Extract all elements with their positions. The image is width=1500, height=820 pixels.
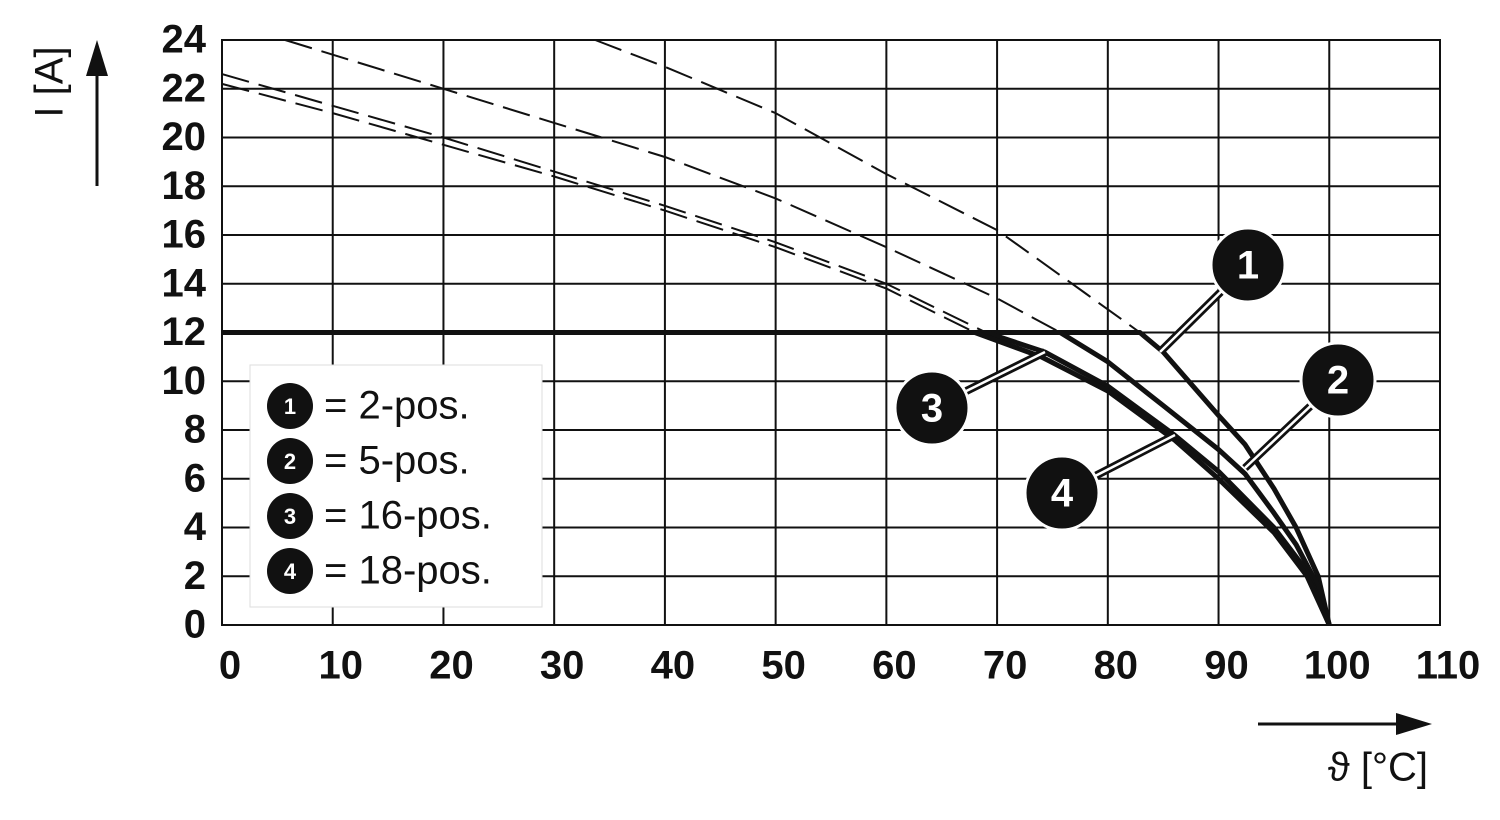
legend-label: 1 [284, 394, 296, 419]
y-axis-title: I [A] [28, 46, 72, 117]
y-tick-label: 20 [162, 115, 207, 159]
callout-badge [1299, 341, 1377, 419]
dashed-line [221, 82, 976, 334]
x-tick-label: 80 [1094, 644, 1139, 688]
series-line [222, 330, 1332, 626]
dashed-line [594, 39, 1141, 334]
series-line [222, 330, 1332, 626]
y-tick-label: 8 [184, 408, 206, 452]
y-tick-label: 14 [162, 261, 207, 305]
y-axis-title-group: I [A] [28, 40, 108, 186]
dashed-line [221, 73, 987, 334]
callout-label: 4 [1051, 472, 1074, 516]
legend-text: = 18-pos. [324, 549, 492, 593]
y-tick-label: 10 [162, 359, 207, 403]
callout-label: 1 [1237, 244, 1259, 288]
x-tick-label: 10 [318, 644, 363, 688]
y-tick-label: 12 [162, 310, 207, 354]
x-tick-label: 70 [983, 644, 1028, 688]
callout-label: 3 [921, 387, 943, 431]
x-tick-label: 20 [429, 644, 474, 688]
y-tick-label: 22 [162, 66, 207, 110]
plot-frame [221, 39, 1441, 626]
y-tick-label: 24 [162, 18, 207, 62]
x-tick-label: 90 [1204, 644, 1249, 688]
x-tick-label: 60 [872, 644, 917, 688]
legend-badge [267, 548, 313, 594]
legend-badge [267, 493, 313, 539]
legend-label: 2 [284, 449, 296, 474]
y-tick-label: 16 [162, 213, 207, 257]
callout-badge [1209, 226, 1287, 304]
x-arrow-head [1396, 713, 1432, 735]
callout-label: 2 [1327, 359, 1349, 403]
legend-label: 3 [284, 504, 296, 529]
y-arrow-head [86, 40, 108, 76]
x-axis-title: ϑ [°C] [1328, 746, 1428, 790]
y-tick-label: 4 [184, 505, 207, 549]
x-tick-label: 40 [651, 644, 696, 688]
legend-text: = 16-pos. [324, 494, 492, 538]
legend: 1 = 2-pos. 2 = 5-pos. 3 = 16-pos. 4 = 18-pos. [249, 364, 543, 608]
x-tick-label: 100 [1304, 644, 1371, 688]
y-tick-label: 2 [184, 554, 206, 598]
y-tick-label: 18 [162, 164, 207, 208]
x-tick-label: 50 [761, 644, 806, 688]
y-tick-label: 6 [184, 456, 206, 500]
legend-badge [267, 438, 313, 484]
x-axis-title-group: ϑ [°C] [1258, 713, 1432, 790]
legend-text: = 5-pos. [324, 439, 470, 483]
x-tick-label: 0 [219, 644, 241, 688]
callout-badge [1023, 454, 1101, 532]
y-tick-label: 0 [184, 603, 206, 647]
legend-badge [267, 383, 313, 429]
legend-label: 4 [284, 559, 297, 584]
callout-badge [893, 369, 971, 447]
legend-text: = 2-pos. [324, 384, 470, 428]
dashed-line [284, 39, 1061, 334]
x-tick-label: 110 [1416, 644, 1481, 688]
x-tick-label: 30 [540, 644, 585, 688]
